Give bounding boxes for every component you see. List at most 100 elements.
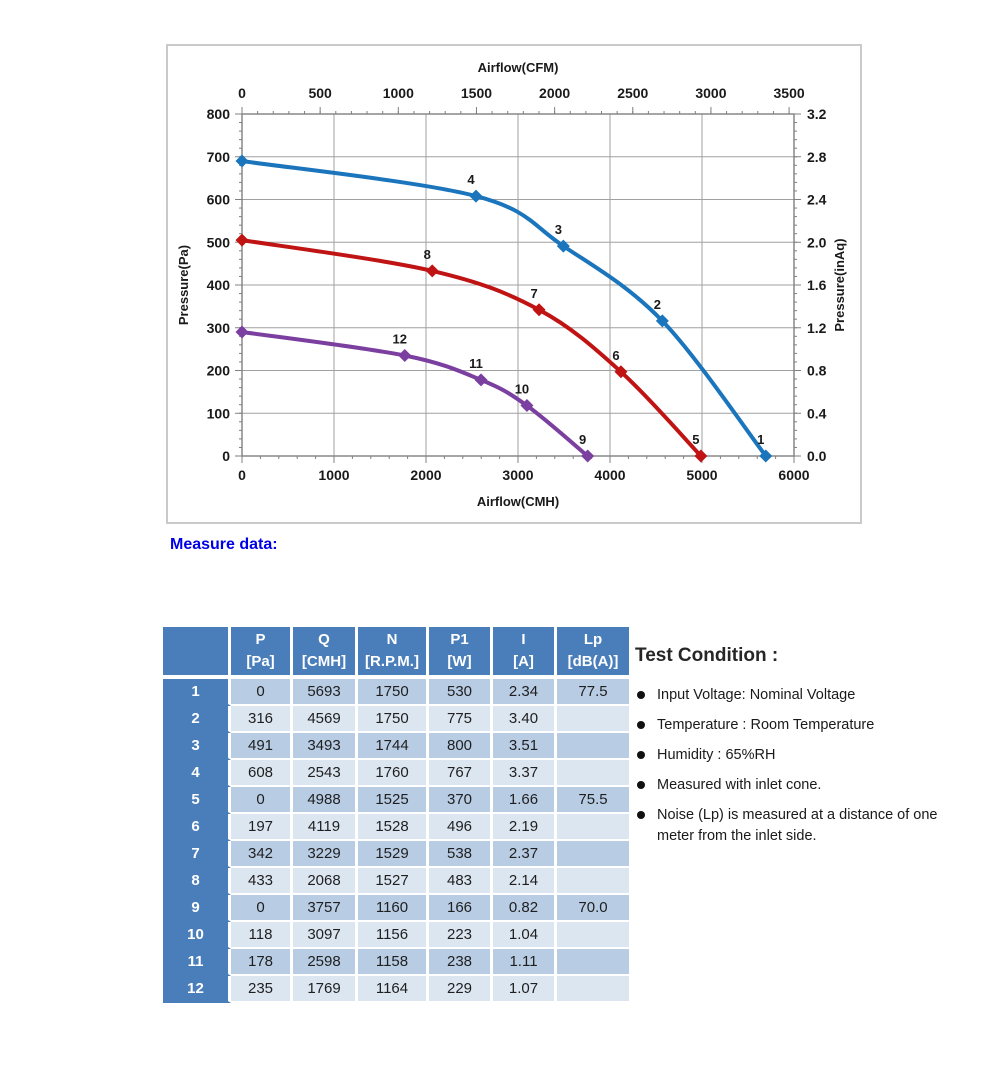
top-axis-tick-label: 3500 <box>774 85 805 101</box>
table-body: 1 0 5693 1750 530 2.34 77.5 2 316 4569 1750 775 3.40… <box>163 679 629 1003</box>
top-axis-title: Airflow(CFM) <box>478 60 559 75</box>
row-number: 12 <box>163 976 231 1003</box>
data-point-label: 3 <box>555 222 562 237</box>
data-point-marker <box>759 449 773 463</box>
bullet-icon <box>637 691 645 699</box>
top-axis-tick-label: 2500 <box>617 85 648 101</box>
right-axis-tick-label: 1.2 <box>807 320 827 336</box>
table-cell: 1160 <box>358 895 429 922</box>
table-cell <box>557 841 629 868</box>
table-cell: 1769 <box>293 976 358 1003</box>
table-cell: 3229 <box>293 841 358 868</box>
test-condition-list: Input Voltage: Nominal Voltage Temperatur… <box>635 685 955 847</box>
table-cell: 370 <box>429 787 493 814</box>
test-condition-item: Input Voltage: Nominal Voltage <box>635 685 955 706</box>
bottom-axis-tick-label: 3000 <box>502 467 533 483</box>
table-cell: 3757 <box>293 895 358 922</box>
test-condition-item: Humidity : 65%RH <box>635 745 955 766</box>
table-cell: 1.07 <box>493 976 557 1003</box>
data-point-label: 12 <box>393 332 407 347</box>
table-row-9: 9 0 3757 1160 166 0.82 70.0 <box>163 895 629 922</box>
row-number: 7 <box>163 841 231 868</box>
column-header-n: N [R.P.M.] <box>358 627 429 679</box>
table-cell: 1760 <box>358 760 429 787</box>
test-condition-text: Measured with inlet cone. <box>657 777 822 794</box>
table-cell: 2.37 <box>493 841 557 868</box>
left-axis-tick-label: 500 <box>207 234 231 250</box>
test-condition-panel: Test Condition : Input Voltage: Nominal … <box>635 645 955 856</box>
chart-series <box>235 154 773 463</box>
left-axis-tick-label: 600 <box>207 192 231 208</box>
table-cell: 775 <box>429 706 493 733</box>
table-cell: 3.37 <box>493 760 557 787</box>
data-point-label: 9 <box>579 432 586 447</box>
table-cell: 223 <box>429 922 493 949</box>
data-point-marker <box>474 373 488 387</box>
table-cell: 1.11 <box>493 949 557 976</box>
table-cell: 1529 <box>358 841 429 868</box>
row-number: 3 <box>163 733 231 760</box>
table-cell <box>557 976 629 1003</box>
measure-data-label: Measure data: <box>170 536 278 553</box>
data-point-label: 11 <box>469 356 483 371</box>
right-axis-tick-label: 1.6 <box>807 277 827 293</box>
bullet-icon <box>637 811 645 820</box>
table-cell: 1750 <box>358 706 429 733</box>
table-cell: 496 <box>429 814 493 841</box>
table-cell: 767 <box>429 760 493 787</box>
test-condition-text: Humidity : 65%RH <box>657 747 776 764</box>
table-cell: 0.82 <box>493 895 557 922</box>
table-cell: 4119 <box>293 814 358 841</box>
right-axis-tick-label: 3.2 <box>807 106 827 122</box>
table-row-7: 7 342 3229 1529 538 2.37 <box>163 841 629 868</box>
table-cell: 4569 <box>293 706 358 733</box>
top-axis-tick-label: 2000 <box>539 85 570 101</box>
row-number: 2 <box>163 706 231 733</box>
measure-data-table: P [Pa] Q [CMH] N [R.P.M.] P1 [W] I [A] Lp [dB(A)] 1… <box>163 627 629 1003</box>
data-point-marker <box>655 314 669 328</box>
data-point-label: 6 <box>612 348 619 363</box>
left-axis-tick-label: 800 <box>207 106 231 122</box>
table-cell <box>557 922 629 949</box>
table-cell <box>557 868 629 895</box>
row-number: 1 <box>163 679 231 706</box>
test-condition-item: Temperature : Room Temperature <box>635 715 955 736</box>
table-cell: 342 <box>231 841 293 868</box>
left-axis-title: Pressure(Pa) <box>176 245 191 325</box>
bullet-icon <box>637 751 645 760</box>
table-cell: 77.5 <box>557 679 629 706</box>
left-axis-tick-label: 100 <box>207 405 231 421</box>
data-point-marker <box>581 449 595 463</box>
row-number: 5 <box>163 787 231 814</box>
table-cell: 3097 <box>293 922 358 949</box>
table-cell: 2.19 <box>493 814 557 841</box>
data-point-label: 1 <box>757 432 764 447</box>
test-condition-text: Input Voltage: Nominal Voltage <box>657 687 856 703</box>
table-cell: 530 <box>429 679 493 706</box>
table-header: P [Pa] Q [CMH] N [R.P.M.] P1 [W] I [A] Lp [dB(A)] <box>163 627 629 679</box>
right-axis-tick-label: 2.0 <box>807 234 827 250</box>
top-axis-tick-label: 1500 <box>461 85 492 101</box>
bottom-axis-tick-label: 4000 <box>594 467 625 483</box>
top-axis-tick-label: 3000 <box>695 85 726 101</box>
data-point-marker <box>469 189 483 203</box>
left-axis-tick-label: 400 <box>207 277 231 293</box>
data-point-marker <box>425 264 439 278</box>
table-row-2: 2 316 4569 1750 775 3.40 <box>163 706 629 733</box>
table-row-3: 3 491 3493 1744 800 3.51 <box>163 733 629 760</box>
series-curve-points-9-12 <box>235 325 595 463</box>
table-cell: 1525 <box>358 787 429 814</box>
table-cell: 118 <box>231 922 293 949</box>
table-cell: 2598 <box>293 949 358 976</box>
data-point-label: 2 <box>654 297 661 312</box>
table-cell: 483 <box>429 868 493 895</box>
table-cell: 1744 <box>358 733 429 760</box>
table-cell: 178 <box>231 949 293 976</box>
top-axis-tick-label: 500 <box>308 85 332 101</box>
table-cell: 0 <box>231 679 293 706</box>
row-number: 4 <box>163 760 231 787</box>
bottom-axis-tick-label: 6000 <box>778 467 809 483</box>
table-cell: 1528 <box>358 814 429 841</box>
